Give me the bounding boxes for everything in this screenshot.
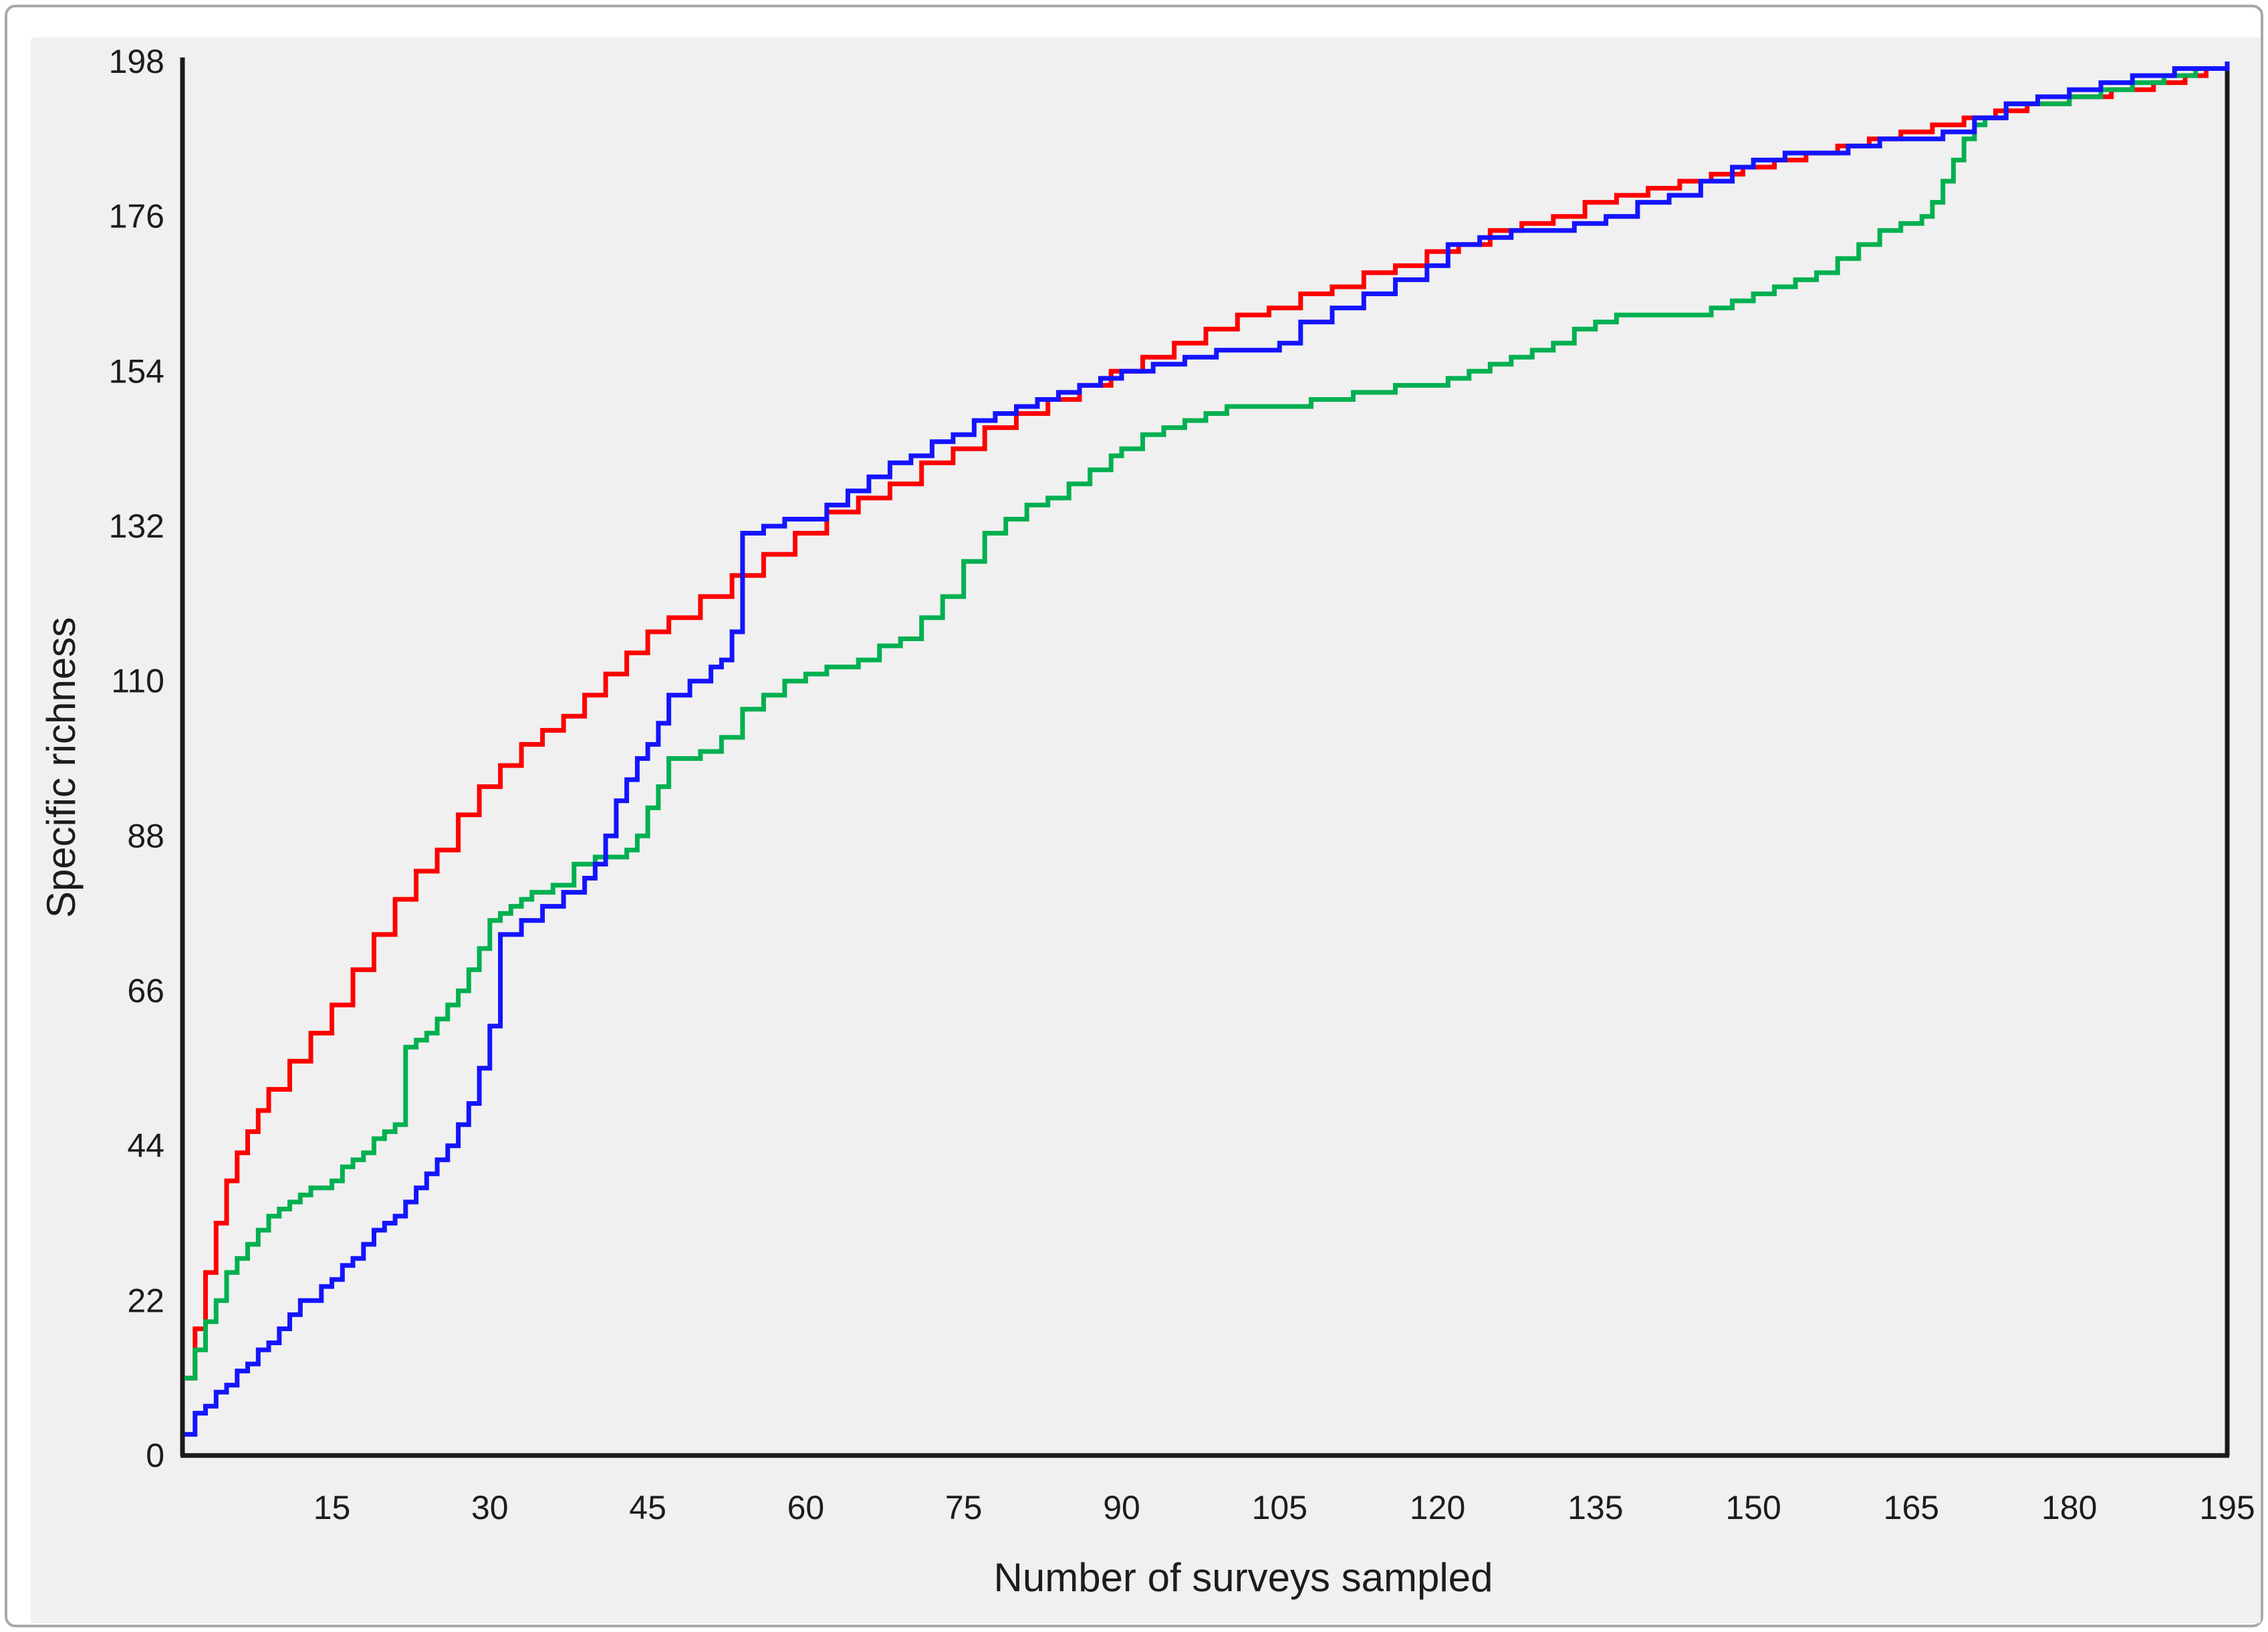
x-tick-label-15: 15 <box>313 1489 351 1526</box>
x-tick-label-195: 195 <box>2199 1489 2255 1526</box>
y-tick-label-176: 176 <box>109 198 164 235</box>
tick-layer: 15 30 45 60 75 90 105 120 135 150 165 180 195 0 22 44 66… <box>109 43 2255 1526</box>
axis-frame <box>180 57 2230 1458</box>
x-tick-label-120: 120 <box>1410 1489 1465 1526</box>
x-tick-label-90: 90 <box>1103 1489 1140 1526</box>
x-axis-title: Number of surveys sampled <box>994 1555 1493 1600</box>
x-tick-label-75: 75 <box>945 1489 983 1526</box>
y-tick-label-22: 22 <box>127 1282 164 1319</box>
x-tick-label-105: 105 <box>1252 1489 1307 1526</box>
x-tick-label-60: 60 <box>787 1489 825 1526</box>
x-tick-label-45: 45 <box>629 1489 666 1526</box>
series-blue-line <box>184 62 2230 1437</box>
x-tick-label-135: 135 <box>1567 1489 1623 1526</box>
y-tick-label-88: 88 <box>127 817 164 854</box>
y-tick-label-44: 44 <box>127 1127 164 1165</box>
y-tick-label-66: 66 <box>127 972 164 1010</box>
x-tick-label-30: 30 <box>471 1489 509 1526</box>
y-tick-label-132: 132 <box>109 507 164 545</box>
x-tick-label-165: 165 <box>1884 1489 1939 1526</box>
y-tick-label-198: 198 <box>109 43 164 80</box>
series-green-line <box>184 62 2230 1381</box>
panel-background <box>31 37 2261 1623</box>
y-tick-label-154: 154 <box>109 352 164 390</box>
series-layer <box>184 62 2230 1437</box>
y-tick-label-0: 0 <box>146 1437 164 1474</box>
y-tick-label-110: 110 <box>111 663 164 700</box>
y-axis-title: Specific richness <box>39 617 84 918</box>
x-tick-label-180: 180 <box>2041 1489 2097 1526</box>
x-tick-label-150: 150 <box>1725 1489 1781 1526</box>
